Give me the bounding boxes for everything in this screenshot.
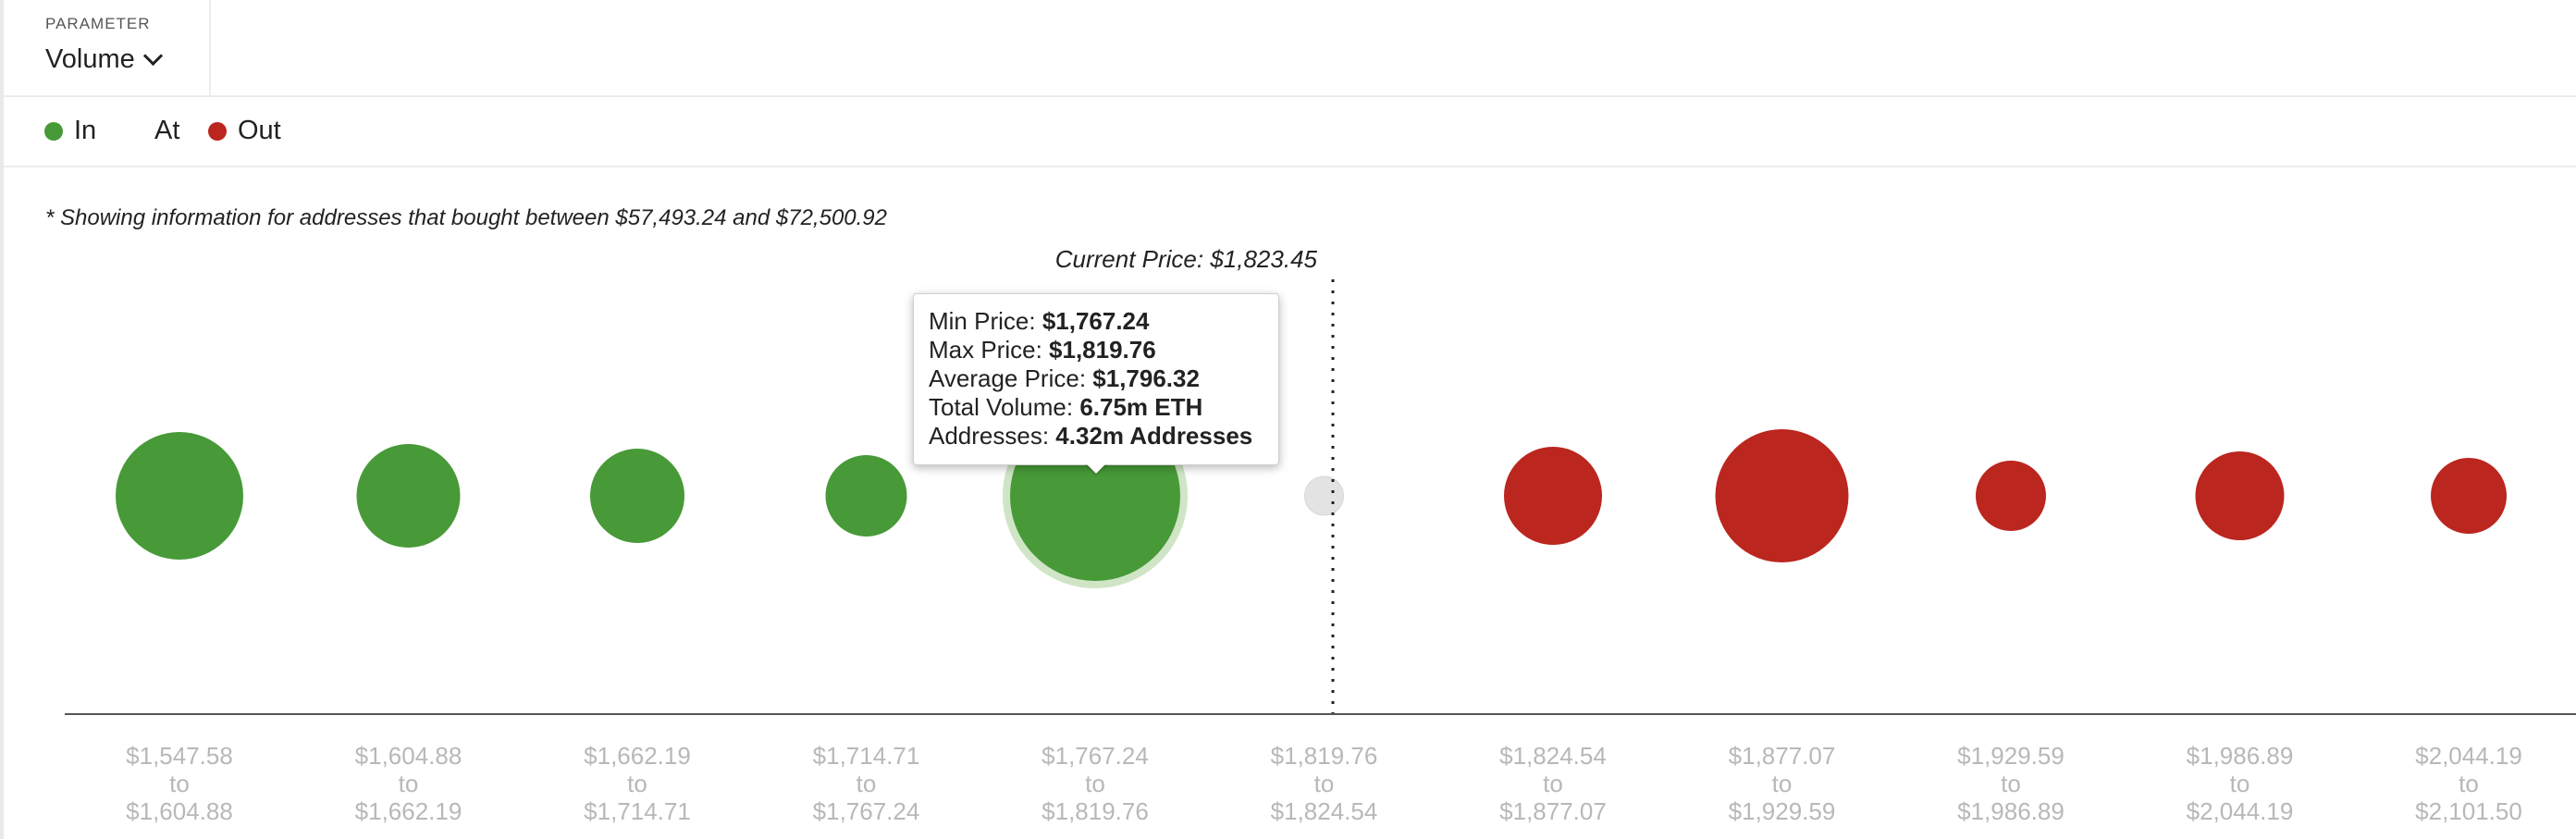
address-range-note: * Showing information for addresses that… [45, 205, 887, 230]
tick-label-from: $1,824.54 [1499, 742, 1607, 770]
legend-label-at: At [154, 116, 180, 145]
bubble-in[interactable] [356, 444, 461, 548]
tooltip-pointer [1085, 463, 1107, 474]
tick-label-from: $1,819.76 [1271, 742, 1378, 770]
tick-label-to: to [2459, 770, 2479, 797]
tick-label-until: $1,819.76 [1041, 797, 1149, 825]
tick-label-until: $1,662.19 [355, 797, 462, 825]
tick-label-from: $1,604.88 [355, 742, 462, 770]
tick-label-to: to [1772, 770, 1793, 797]
tick-label-from: $1,547.58 [126, 742, 233, 770]
tick-label-from: $1,662.19 [584, 742, 691, 770]
tick-label-until: $1,824.54 [1271, 797, 1378, 825]
tick-label-to: to [399, 770, 419, 797]
tooltip-min-price: Min Price: $1,767.24 [929, 307, 1150, 335]
tick-label-to: to [169, 770, 190, 797]
tick-label-to: to [2001, 770, 2021, 797]
current-price-label: Current Price: $1,823.45 [1055, 245, 1318, 273]
tick-label-from: $1,986.89 [2187, 742, 2294, 770]
tick-label-until: $2,044.19 [2187, 797, 2294, 825]
parameter-dropdown[interactable]: Volume [45, 44, 163, 75]
tick-label-to: to [1314, 770, 1335, 797]
tick-label-from: $1,877.07 [1729, 742, 1836, 770]
tick-label-to: to [2230, 770, 2250, 797]
tick-label-to: to [1085, 770, 1105, 797]
parameter-bar: PARAMETER Volume [4, 0, 2576, 97]
tick-label-until: $1,929.59 [1729, 797, 1836, 825]
tick-label-to: to [857, 770, 877, 797]
bubble-in[interactable] [116, 432, 243, 560]
parameter-selected-value: Volume [45, 44, 135, 74]
tick-label-to: to [627, 770, 647, 797]
red-dot-icon [208, 121, 227, 141]
legend-item-at[interactable]: At [154, 116, 179, 146]
parameter-label: PARAMETER [45, 15, 151, 32]
legend-item-in[interactable]: In [44, 116, 96, 146]
tick-label-until: $1,877.07 [1499, 797, 1607, 825]
parameter-selector[interactable]: PARAMETER Volume [4, 0, 211, 96]
tooltip-average-price: Average Price: $1,796.32 [929, 364, 1200, 392]
legend: In At Out [4, 97, 2576, 167]
tick-label-to: to [1543, 770, 1563, 797]
tooltip-addresses: Addresses: 4.32m Addresses [929, 422, 1253, 450]
legend-item-out[interactable]: Out [208, 116, 281, 146]
tick-label-until: $2,101.50 [2415, 797, 2522, 825]
bubble-out[interactable] [1976, 461, 2046, 531]
tooltip-max-price: Max Price: $1,819.76 [929, 336, 1156, 364]
tick-label-until: $1,986.89 [1957, 797, 2064, 825]
tick-label-from: $2,044.19 [2415, 742, 2522, 770]
tooltip-total-volume: Total Volume: 6.75m ETH [929, 393, 1203, 421]
bubble-out[interactable] [1504, 447, 1602, 545]
tick-label-until: $1,767.24 [813, 797, 920, 825]
legend-label-in: In [74, 116, 97, 145]
bin-tooltip: Min Price: $1,767.24 Max Price: $1,819.7… [913, 293, 1279, 465]
bubble-out[interactable] [2431, 458, 2507, 534]
bubble-in[interactable] [590, 449, 684, 543]
green-dot-icon [44, 121, 63, 141]
bubble-in[interactable] [825, 455, 907, 537]
bubble-out[interactable] [2195, 451, 2285, 540]
bubble-at[interactable] [1304, 475, 1344, 516]
tick-label-from: $1,714.71 [813, 742, 920, 770]
tick-label-until: $1,714.71 [584, 797, 691, 825]
bubble-out[interactable] [1715, 429, 1849, 562]
bubble-chart: Current Price: $1,823.45 $1,547.58to$1,6… [65, 245, 2576, 825]
tick-label-until: $1,604.88 [126, 797, 233, 825]
tick-label-from: $1,929.59 [1957, 742, 2064, 770]
tick-label-from: $1,767.24 [1041, 742, 1149, 770]
legend-label-out: Out [238, 116, 281, 145]
